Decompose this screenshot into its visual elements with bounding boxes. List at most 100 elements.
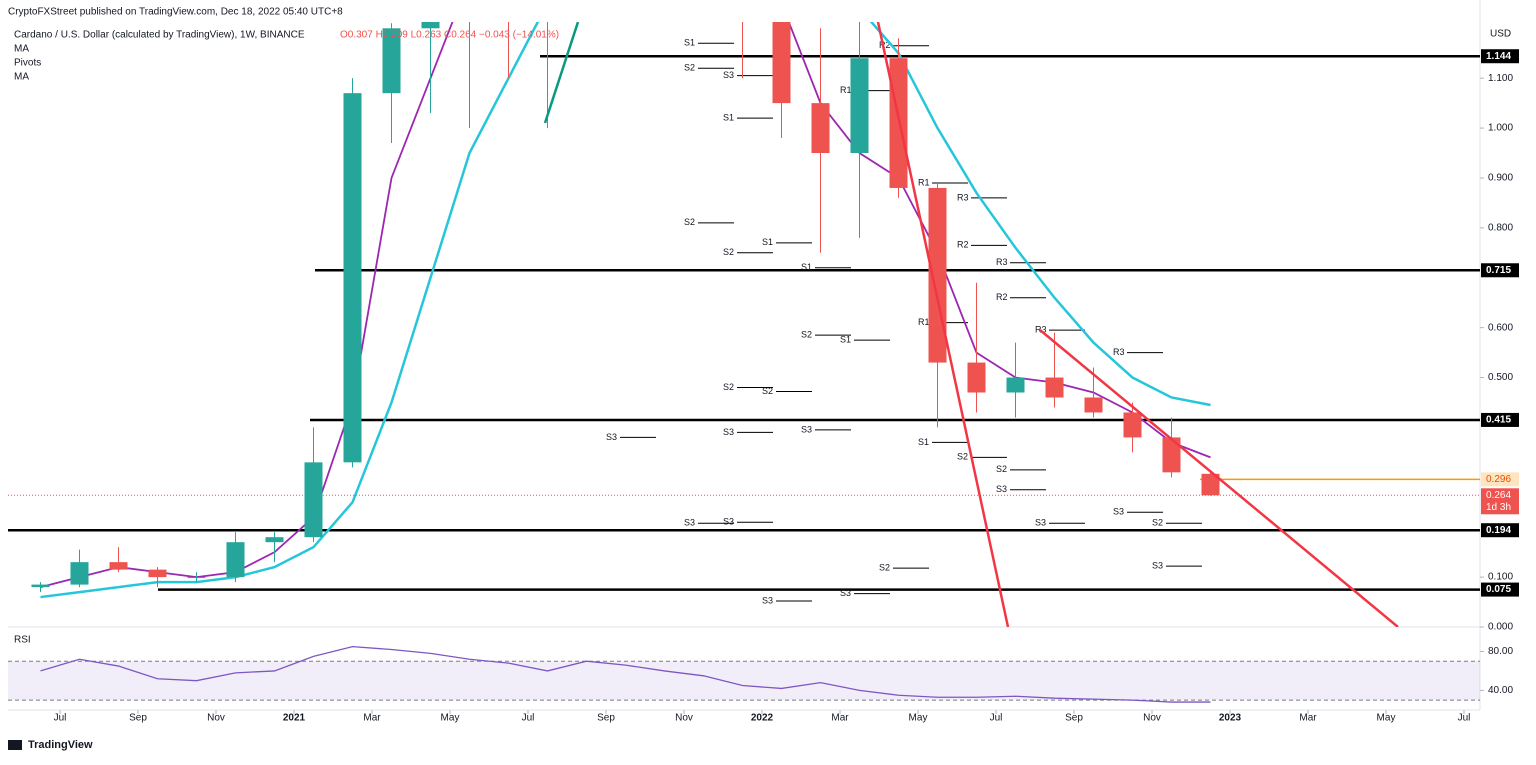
pivot-label: S3 [723,70,734,80]
pivot-label: S2 [684,217,695,227]
pivot-label: S1 [918,437,929,447]
pivot-label: R2 [879,40,891,50]
x-tick-label: May [909,713,928,724]
pivot-label: S3 [996,484,1007,494]
logo [8,740,22,750]
y-tick-label: 0.500 [1488,372,1513,383]
rsi-tick-label: 40.00 [1488,685,1513,696]
x-tick-label: Nov [207,713,225,724]
pivot-label: S3 [1113,507,1124,517]
level-badge [1481,412,1519,427]
y-tick-label: 0.900 [1488,173,1513,184]
x-tick-label: 2021 [283,713,306,724]
y-tick-label: 1.100 [1488,73,1513,84]
level-badge [1481,263,1519,278]
rsi-pane: 40.00 80.00 [8,645,1513,703]
indicator: MA [14,72,29,83]
symbol-title: Cardano / U.S. Dollar (calculated by Tra… [14,30,305,41]
candle-body [70,562,89,585]
x-tick-label: Sep [1065,713,1083,724]
rsi-label: RSI [14,635,31,646]
pivot-label: S2 [684,63,695,73]
pivot-label: R1 [918,317,930,327]
candle-body [304,462,323,538]
pivot-label: R2 [996,292,1008,302]
candle-body [1162,437,1181,473]
x-tick-label: May [1377,713,1396,724]
orange-badge [1481,472,1519,487]
candle-body [109,562,128,570]
x-tick-label: Nov [675,713,693,724]
pivot-label: S1 [840,334,851,344]
x-tick-label: 2023 [1219,713,1242,724]
candle-body [1201,473,1220,496]
y-tick-label: 0.100 [1488,572,1513,583]
candle-body [1045,377,1064,398]
candle-body [1084,397,1103,413]
currency: USD [1490,29,1511,40]
last-price-label: 0.264 [1486,490,1511,501]
level-badge [1481,523,1519,538]
y-tick-label: 0.800 [1488,222,1513,233]
pivot-label: S2 [762,386,773,396]
x-tick-label: May [441,713,460,724]
pivot-label: R3 [957,192,969,202]
pivot-label: S1 [801,262,812,272]
candle-body [382,28,401,94]
pivot-label: S3 [606,432,617,442]
x-tick-label: Jul [990,713,1003,724]
rsi-band [8,661,1480,701]
level-badge [1481,582,1519,597]
pivot-label: S3 [1035,518,1046,528]
x-tick-label: Jul [54,713,67,724]
x-tick-label: Mar [1299,713,1317,724]
pivot-label: S3 [840,588,851,598]
pivot-label: S2 [723,247,734,257]
y-tick-label: 0.600 [1488,322,1513,333]
level-label: 0.715 [1486,265,1511,276]
x-tick-label: Jul [1458,713,1471,724]
candle-body [31,584,50,588]
ma-line [40,22,1211,599]
pivot-label: S3 [801,424,812,434]
trend-line [1039,329,1399,627]
pivot-label: S2 [996,464,1007,474]
candle-body [421,22,440,29]
candle-body [343,93,362,463]
level-label: 0.194 [1486,525,1511,536]
y-tick-label: 1.000 [1488,123,1513,134]
candle-body [265,537,284,543]
level-label: 1.144 [1486,51,1511,62]
indicator: MA [14,44,29,55]
candle-body [772,22,791,104]
pivot-label: S2 [879,563,890,573]
axes: 0.000 0.100 0.500 0.600 0.800 0.900 1.000 1.100… [54,49,1519,724]
x-tick-label: Mar [363,713,381,724]
pivot-label: S2 [957,452,968,462]
level-label: 0.415 [1486,415,1511,426]
pivot-label: R1 [918,177,930,187]
published: CryptoFXStreet published on TradingView.… [8,7,343,18]
candle-body [1006,377,1025,393]
x-tick-label: Nov [1143,713,1161,724]
pivot-label: R1 [840,85,852,95]
pivot-label: S3 [684,518,695,528]
trend-line [543,22,580,124]
candle-body [811,103,830,154]
rsi-tick-label: 80.00 [1488,646,1513,657]
x-tick-label: Sep [129,713,147,724]
pivot-label: S3 [762,595,773,605]
pivot-label: S1 [762,237,773,247]
level-badge [1481,49,1519,64]
y-tick-label: 0.000 [1488,622,1513,633]
x-tick-label: Sep [597,713,615,724]
orange-label: 0.296 [1486,474,1511,485]
pivot-label: S3 [723,517,734,527]
countdown: 1d 3h [1486,502,1511,513]
pivot-label: R3 [996,257,1008,267]
pivot-label: S2 [723,382,734,392]
pivot-label: R2 [957,240,969,250]
x-tick-label: 2022 [751,713,774,724]
